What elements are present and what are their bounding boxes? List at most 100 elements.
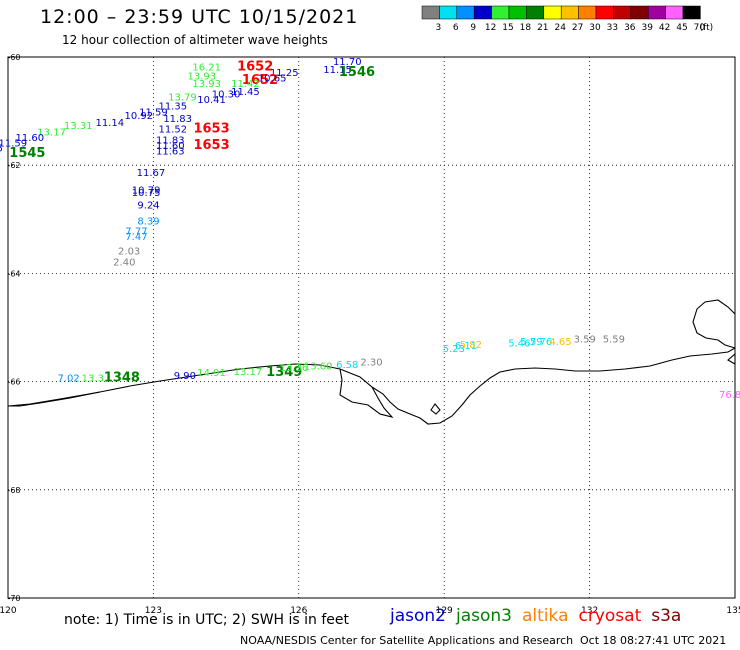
satellite-legend: jason2 jason3 altika cryosat s3a xyxy=(390,606,691,626)
wave-height-label: 5.76 xyxy=(530,337,552,348)
colorbar-unit: (ft) xyxy=(700,23,714,33)
wave-height-colorbar: 3 6 9 12 15 18 21 24 27 30 33 36 39 42 45 70(ft) xyxy=(421,5,714,33)
wave-height-label: 13.93 xyxy=(188,72,217,83)
wave-height-label: 2.40 xyxy=(113,257,135,268)
wave-height-label: 5.23 xyxy=(443,344,465,355)
lon-tick-label: 129 xyxy=(436,606,453,616)
wave-height-label: 11.67 xyxy=(137,168,166,179)
colorbar-swatch xyxy=(647,5,666,20)
colorbar-label: 30 xyxy=(589,23,601,33)
wave-height-label: 11.70 xyxy=(333,57,362,68)
wave-height-label: 13.36 xyxy=(280,363,309,374)
colorbar-label: 42 xyxy=(659,23,670,33)
colorbar-swatch xyxy=(543,5,562,20)
colorbar-swatch xyxy=(508,5,527,20)
wave-height-label: 5.46 xyxy=(508,338,530,349)
satellite-legend-altika: altika xyxy=(522,606,569,626)
wave-height-label: 10.30 xyxy=(212,90,241,101)
wave-height-label: 9.90 xyxy=(174,371,196,382)
colorbar-swatch xyxy=(456,5,475,20)
wave-height-label: 10.65 xyxy=(258,73,287,84)
wave-height-label: 3.59 xyxy=(574,335,596,346)
colorbar-label: 15 xyxy=(502,23,513,33)
colorbar-label: 70 xyxy=(694,23,706,33)
wave-height-label: 2.30 xyxy=(360,357,382,368)
colorbar-label: 45 xyxy=(676,23,687,33)
wave-height-label: 16.21 xyxy=(192,63,221,74)
colorbar-swatch xyxy=(682,5,701,20)
pass-time-label: 1545 xyxy=(9,146,45,161)
wave-height-label: 76.8 xyxy=(719,390,740,401)
colorbar-label: 18 xyxy=(520,23,532,33)
coastline-west-path xyxy=(7,391,101,407)
wave-height-label: 7.02 xyxy=(57,374,79,385)
wave-height-label: 11.35 xyxy=(158,101,187,112)
colorbar-swatch xyxy=(439,5,458,20)
wave-height-label: 5.82 xyxy=(460,340,482,351)
wave-height-label: 4.65 xyxy=(549,337,571,348)
colorbar-swatch xyxy=(630,5,649,20)
wave-height-label: 13.3 xyxy=(82,374,104,385)
lon-tick-label: 126 xyxy=(290,606,307,616)
wave-height-label: 7.47 xyxy=(125,232,147,243)
satellite-legend-s3a: s3a xyxy=(651,606,682,626)
pass-time-label: 1348 xyxy=(104,371,140,386)
colorbar-swatch xyxy=(473,5,492,20)
lat-tick-label: -64 xyxy=(7,269,20,278)
lat-tick-label: -62 xyxy=(7,161,20,170)
lon-tick-label: 120 xyxy=(0,606,17,616)
wave-height-label: 14.91 xyxy=(197,368,226,379)
wave-height-label: 13.17 xyxy=(37,127,66,138)
pass-time-label: 1652 xyxy=(237,60,273,75)
satellite-legend-jason2: jason2 xyxy=(390,606,446,626)
wave-height-label: 11.52 xyxy=(158,125,187,136)
pass-time-label: 1546 xyxy=(339,65,375,80)
colorbar-label: 33 xyxy=(607,23,618,33)
colorbar-swatch xyxy=(526,5,545,20)
colorbar-label: 12 xyxy=(485,23,496,33)
colorbar-label: 24 xyxy=(554,23,566,33)
wave-height-label: 7.77 xyxy=(125,226,147,237)
generated-time: Oct 18 08:27:41 UTC 2021 xyxy=(580,634,727,647)
wave-height-label: 13.93 xyxy=(192,79,221,90)
colorbar-label: 27 xyxy=(572,23,583,33)
coastline-path xyxy=(8,347,736,425)
pass-time-label: 1349 xyxy=(266,365,302,380)
wave-height-label: 13.79 xyxy=(168,92,197,103)
pass-time-label: 1652 xyxy=(242,73,278,88)
wave-height-label: 11.42 xyxy=(231,79,260,90)
colorbar-label: 6 xyxy=(453,23,459,33)
pass-time-label: 1653 xyxy=(193,138,229,153)
wave-height-label: 10.75 xyxy=(132,188,161,199)
wave-height-label: 11.45 xyxy=(231,87,260,98)
wave-height-label: 13.31 xyxy=(64,121,93,132)
colorbar-label: 36 xyxy=(624,23,636,33)
wave-height-label: 13.17 xyxy=(234,367,263,378)
pass-time-label: 1653 xyxy=(193,122,229,137)
map-grid: 120 123 126 129 132 135 -60 -62 -64 -66 -68 -70 xyxy=(0,53,740,616)
page-subtitle: 12 hour collection of altimeter wave hei… xyxy=(62,33,328,47)
wave-height-label: 6.58 xyxy=(336,360,358,371)
wave-height-label: 11.25 xyxy=(270,68,299,79)
footer-note: note: 1) Time is in UTC; 2) SWH is in fe… xyxy=(64,612,350,628)
wave-height-label: 13.60 xyxy=(304,362,333,373)
colorbar-swatch xyxy=(491,5,510,20)
colorbar-swatch xyxy=(560,5,579,20)
lat-tick-label: -60 xyxy=(7,53,20,62)
coastline-headland-path xyxy=(692,299,736,349)
colorbar-label: 9 xyxy=(470,23,476,33)
colorbar-swatch xyxy=(613,5,632,20)
colorbar-label: 21 xyxy=(537,23,548,33)
credit-line: NOAA/NESDIS Center for Satellite Applica… xyxy=(240,634,574,647)
coastline-island-path xyxy=(430,403,441,415)
lat-tick-label: -66 xyxy=(7,378,20,387)
lon-tick-label: 135 xyxy=(726,606,740,616)
coastline-inlet-path xyxy=(727,352,736,365)
wave-height-label: 11.83 xyxy=(156,136,185,147)
lat-tick-label: -68 xyxy=(7,486,20,495)
wave-height-label: 6.11 xyxy=(455,341,477,352)
colorbar-swatch xyxy=(421,5,440,20)
map-frame xyxy=(7,56,736,599)
